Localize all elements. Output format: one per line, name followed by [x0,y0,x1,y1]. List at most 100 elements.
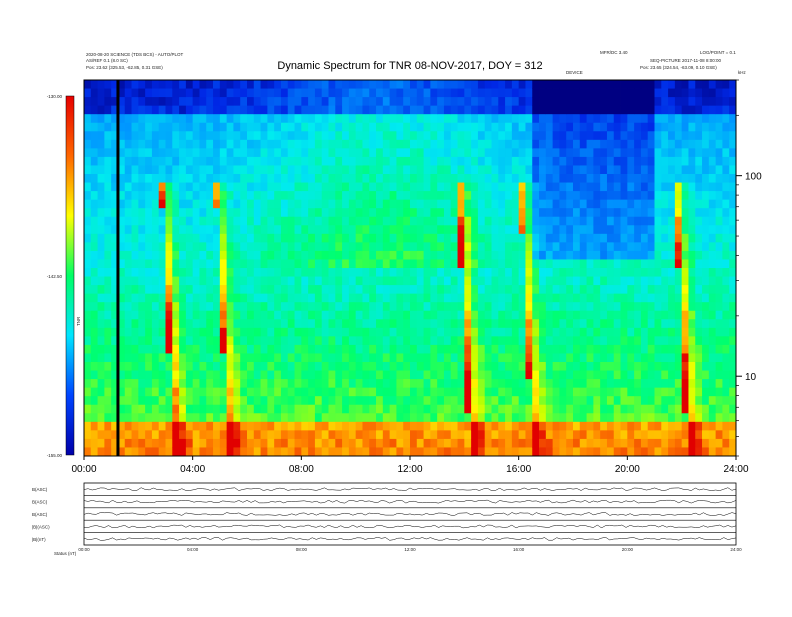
heatmap-cell [573,404,581,414]
heatmap-cell [532,438,540,448]
heatmap-cell [267,362,275,371]
heatmap-cell [192,216,200,226]
heatmap-cell [274,250,282,260]
heatmap-cell [369,242,377,252]
heatmap-cell [145,131,153,141]
heatmap-cell [532,114,540,124]
heatmap-cell [342,370,350,380]
heatmap-cell [158,191,166,201]
heatmap-cell [457,379,465,389]
heatmap-cell [491,413,499,423]
heatmap-cell [314,396,323,406]
heatmap-cell [484,447,492,457]
heatmap-cell [688,250,696,260]
heatmap-cell [226,379,234,389]
heatmap-cell [695,302,703,312]
heatmap-cell [369,80,377,89]
heatmap-cell [179,268,187,277]
heatmap-cell [158,327,166,337]
heatmap-cell [396,250,404,260]
heatmap-cell [702,105,710,115]
heatmap-cell [729,165,737,175]
heatmap-cell [681,182,689,192]
heatmap-cell [606,131,615,141]
heatmap-cell [179,310,187,320]
heatmap-cell [124,285,132,295]
heatmap-cell [403,208,411,218]
heatmap-cell [491,344,499,354]
heatmap-cell [179,174,187,183]
heatmap-cell [525,293,533,303]
heatmap-cell [525,370,533,380]
heatmap-cell [606,396,615,406]
heatmap-cell [423,208,431,218]
heatmap-cell [471,148,479,158]
heatmap-cell [355,131,363,141]
heatmap-cell [185,122,194,132]
heatmap-cell [423,396,431,406]
heatmap-cell [600,310,608,320]
heatmap-cell [376,156,384,166]
heatmap-cell [308,199,316,209]
heatmap-cell [233,97,241,107]
heatmap-cell [586,370,594,380]
heatmap-cell [566,216,574,226]
heatmap-cell [674,216,683,226]
heatmap-cell [477,148,486,158]
heatmap-cell [437,310,445,320]
heatmap-cell [376,122,384,132]
heatmap-cell [314,379,323,389]
heatmap-cell [287,114,295,124]
heatmap-cell [715,268,723,277]
heatmap-cell [471,233,479,243]
heatmap-cell [511,430,520,440]
heatmap-cell [640,404,649,414]
heatmap-cell [314,165,323,175]
heatmap-cell [539,421,547,431]
heatmap-cell [620,336,628,346]
heatmap-cell [97,379,105,389]
heatmap-cell [396,174,404,183]
heatmap-cell [477,327,486,337]
heatmap-cell [715,80,723,89]
heatmap-cell [491,165,499,175]
heatmap-cell [668,293,676,303]
heatmap-cell [702,362,710,371]
heatmap-cell [437,396,445,406]
heatmap-cell [192,438,200,448]
heatmap-cell [559,182,567,192]
heatmap-cell [579,233,587,243]
heatmap-cell [131,139,139,149]
heatmap-cell [525,259,533,269]
heatmap-cell [539,131,547,141]
heatmap-cell [138,88,146,98]
heatmap-cell [247,242,255,252]
heatmap-cell [559,88,567,98]
heatmap-cell [247,208,255,218]
heatmap-cell [274,259,282,269]
heatmap-cell [274,191,282,201]
heatmap-cell [593,387,601,397]
heatmap-cell [172,370,180,380]
heatmap-cell [566,362,574,371]
heatmap-cell [185,336,194,346]
heatmap-cell [416,97,424,107]
heatmap-cell [287,182,295,192]
heatmap-cell [185,438,194,448]
heatmap-cell [138,225,146,235]
heatmap-cell [369,379,377,389]
heatmap-cell [172,156,180,166]
heatmap-cell [722,370,730,380]
heatmap-cell [314,199,323,209]
heatmap-cell [342,336,350,346]
heatmap-cell [532,353,540,363]
heatmap-cell [131,105,139,115]
heatmap-cell [260,216,268,226]
heatmap-cell [226,156,234,166]
heatmap-cell [640,353,649,363]
heatmap-cell [708,447,717,457]
heatmap-cell [491,293,499,303]
heatmap-cell [559,404,567,414]
heatmap-cell [613,413,621,423]
heatmap-cell [403,396,411,406]
